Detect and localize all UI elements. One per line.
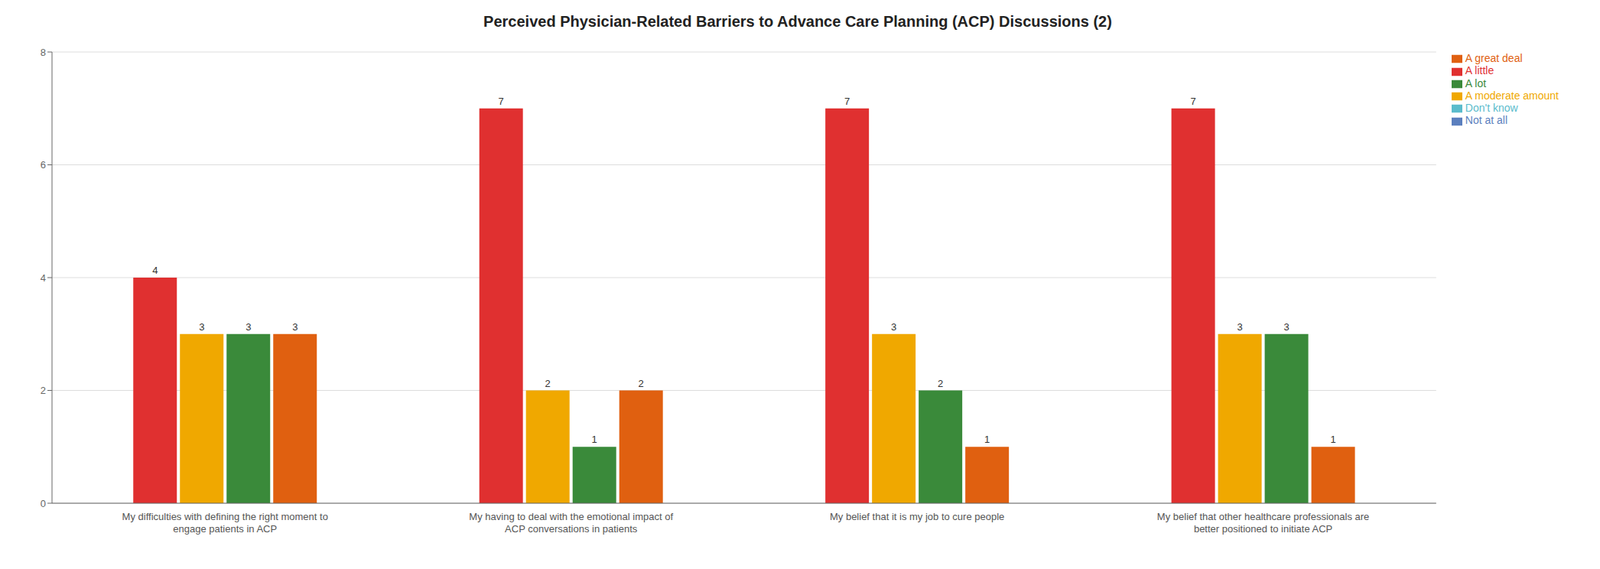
svg-text:2: 2: [937, 377, 944, 390]
html-text:Perceived Physician-Related Ba: Perceived Physician-Related Barriers to …: [483, 13, 1112, 30]
html-text:A little: A little: [1465, 64, 1494, 77]
svg-text:3: 3: [1236, 321, 1243, 333]
svg-text:3: 3: [245, 321, 251, 333]
svg-text:7: 7: [1190, 95, 1196, 108]
html-text:Not at all: Not at all: [1465, 114, 1508, 127]
svg-text:3: 3: [891, 321, 897, 333]
svg-text:4: 4: [152, 264, 158, 277]
svg-text:2: 2: [40, 384, 46, 397]
svg-text:3: 3: [292, 321, 298, 333]
html-text:A great deal: A great deal: [1465, 52, 1523, 65]
svg-text:2: 2: [545, 377, 551, 390]
svg-text:7: 7: [498, 95, 505, 108]
html-text:Don't know: Don't know: [1465, 101, 1518, 115]
svg-text:My belief that it is my job to: My belief that it is my job to cure peop…: [829, 510, 1005, 523]
svg-text:3: 3: [198, 321, 205, 333]
svg-text:1: 1: [984, 433, 990, 446]
svg-text:My having to deal with the emo: My having to deal with the emotional imp…: [468, 510, 674, 535]
svg-text:0: 0: [40, 497, 46, 510]
svg-text:1: 1: [1330, 433, 1336, 446]
svg-text:3: 3: [1283, 321, 1289, 333]
svg-text:8: 8: [40, 46, 46, 59]
svg-text:My difficulties with defining: My difficulties with defining the right …: [122, 510, 329, 535]
html-text:A moderate amount: A moderate amount: [1465, 89, 1559, 102]
svg-text:7: 7: [844, 95, 850, 108]
html-text:A lot: A lot: [1465, 76, 1487, 90]
svg-text:My belief that other healthcar: My belief that other healthcare professi…: [1157, 510, 1370, 535]
svg-text:1: 1: [591, 433, 598, 446]
svg-text:2: 2: [638, 377, 644, 390]
svg-text:6: 6: [40, 159, 46, 171]
svg-text:4: 4: [40, 272, 46, 284]
